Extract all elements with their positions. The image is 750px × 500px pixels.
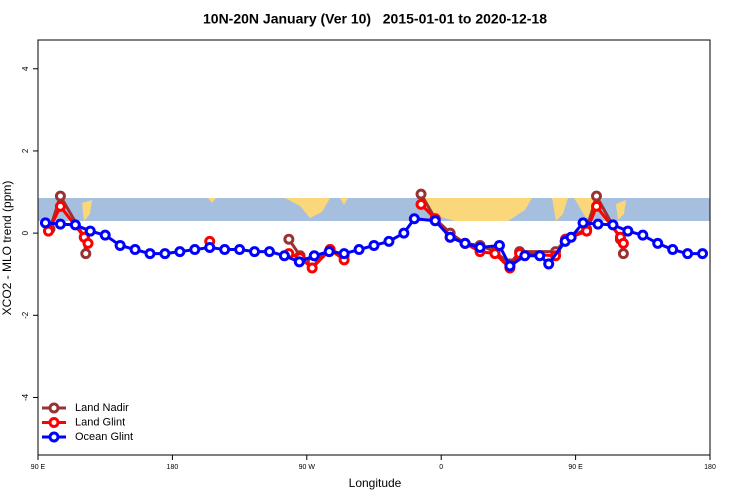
data-point	[114, 239, 126, 251]
data-point	[159, 248, 171, 260]
land-patch	[82, 200, 92, 221]
data-point	[306, 262, 318, 274]
data-point	[308, 250, 320, 262]
data-point	[415, 198, 427, 210]
data-point	[652, 237, 664, 249]
data-point	[144, 248, 156, 260]
legend-marker	[48, 431, 60, 443]
data-point	[697, 248, 709, 260]
data-point	[493, 239, 505, 251]
data-point	[474, 242, 486, 253]
data-point	[622, 225, 634, 237]
data-point	[591, 190, 603, 202]
land-patch	[418, 198, 532, 221]
data-point	[489, 248, 501, 260]
data-point	[607, 219, 619, 231]
ocean-strip	[38, 198, 710, 221]
data-point	[592, 218, 604, 230]
data-point	[429, 215, 441, 227]
plot-frame	[37, 39, 711, 456]
data-point	[293, 256, 305, 268]
data-point	[174, 246, 186, 258]
data-point	[99, 229, 111, 241]
data-point	[617, 237, 629, 249]
x-tick-label: 90 E	[31, 464, 46, 471]
data-point	[543, 258, 555, 270]
x-tick-label: 180	[704, 464, 716, 471]
data-point	[444, 231, 456, 243]
data-point	[323, 246, 335, 258]
data-point	[249, 246, 261, 258]
legend-marker	[48, 417, 60, 428]
y-tick-label: 2	[21, 148, 30, 153]
data-point	[39, 217, 51, 229]
y-tick-label: -2	[21, 311, 30, 319]
data-point	[82, 237, 94, 249]
legend-label: Ocean Glint	[75, 431, 133, 443]
y-axis-label: XCO2 - MLO trend (ppm)	[0, 181, 14, 316]
data-point	[637, 229, 649, 241]
data-point	[338, 248, 350, 260]
x-tick-label: 0	[439, 464, 443, 471]
data-point	[591, 200, 603, 212]
data-point	[682, 248, 694, 260]
data-point	[383, 235, 395, 247]
data-point	[353, 244, 365, 256]
y-tick-label: 0	[21, 230, 30, 235]
data-point	[69, 219, 81, 231]
y-tick-label: -4	[21, 393, 30, 401]
data-point	[398, 227, 410, 239]
data-point	[234, 244, 246, 256]
data-point	[80, 248, 92, 260]
land-patch	[552, 198, 568, 221]
series-line	[45, 217, 703, 268]
data-point	[219, 244, 231, 256]
data-point	[534, 250, 546, 262]
legend-label: Land Nadir	[75, 402, 129, 414]
legend-marker	[48, 402, 60, 414]
data-point	[54, 200, 66, 212]
x-tick-label: 90 E	[568, 464, 583, 471]
chart-title: 10N-20N January (Ver 10) 2015-01-01 to 2…	[203, 11, 547, 27]
x-tick-label: 90 W	[299, 464, 316, 471]
data-point	[54, 190, 66, 202]
data-point	[408, 213, 420, 225]
data-point	[54, 218, 66, 230]
land-patch	[340, 198, 348, 205]
land-patch	[208, 198, 216, 203]
data-point	[667, 244, 679, 256]
data-point	[189, 244, 201, 256]
data-point	[278, 250, 290, 262]
land-patch	[616, 200, 626, 220]
x-axis-label: Longitude	[349, 476, 402, 490]
data-point	[129, 244, 141, 256]
data-point	[577, 217, 589, 229]
data-point	[263, 246, 275, 258]
data-point	[283, 233, 295, 245]
data-point	[504, 260, 516, 272]
legend-label: Land Glint	[75, 416, 125, 428]
data-point	[581, 225, 593, 237]
data-point	[459, 237, 471, 249]
land-patch	[285, 198, 330, 218]
data-point	[519, 250, 531, 262]
x-tick-label: 180	[167, 464, 179, 471]
data-point	[565, 231, 577, 243]
data-point	[84, 225, 96, 237]
data-point	[368, 239, 380, 251]
y-tick-label: 4	[21, 66, 30, 71]
data-point	[204, 242, 216, 253]
data-point	[617, 248, 629, 260]
data-point	[415, 188, 427, 200]
